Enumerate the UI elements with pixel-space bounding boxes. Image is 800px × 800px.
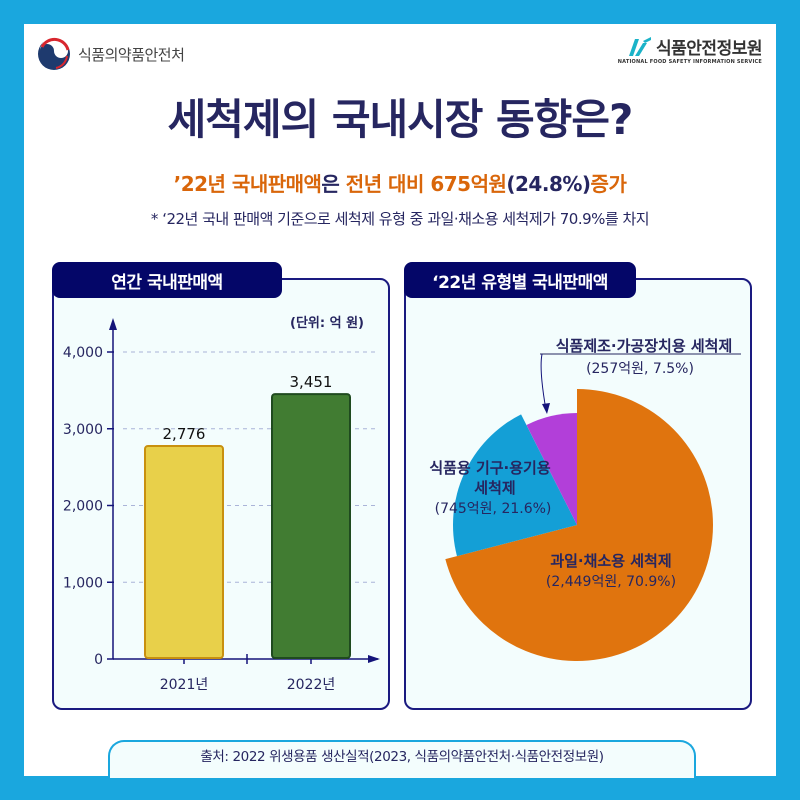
pie-chart-panel (404, 278, 752, 710)
mfds-logo-text: 식품의약품안전처 (78, 45, 185, 64)
subtitle-part-4: (24.8%) (506, 172, 591, 196)
nfsi-emblem-icon (629, 36, 652, 56)
nfsi-logo-subtext: NATIONAL FOOD SAFETY INFORMATION SERVICE (617, 59, 762, 65)
mfds-logo: 식품의약품안전처 (36, 36, 185, 72)
pie-chart-title: ‘22년 유형별 국내판매액 (404, 262, 636, 298)
bar-chart-title: 연간 국내판매액 (52, 262, 282, 298)
taegeuk-emblem-icon (38, 37, 70, 70)
headline-subtitle: ’22년 국내판매액은 전년 대비 675억원(24.8%)증가 (0, 168, 800, 197)
bar-chart-panel (52, 278, 390, 710)
subtitle-part-5: 증가 (590, 172, 627, 196)
unit-label: (단위: 억 원) (290, 316, 364, 331)
source-footer: 출처: 2022 위생용품 생산실적(2023, 식품의약품안전처·식품안전정보… (108, 740, 696, 778)
nfsi-logo: 식품안전정보원 NATIONAL FOOD SAFETY INFORMATION… (618, 34, 762, 65)
subtitle-part-2: 은 (321, 172, 346, 196)
page-title: 세척제의 국내시장 동향은? (167, 95, 634, 144)
subtitle-part-1: ’22년 국내판매액 (173, 172, 322, 196)
footnote: * ‘22년 국내 판매액 기준으로 세척제 유형 중 과일·채소용 세척제가 … (150, 210, 650, 228)
nfsi-logo-text: 식품안전정보원 (656, 39, 762, 59)
subtitle-part-3: 전년 대비 675억원 (345, 172, 507, 196)
